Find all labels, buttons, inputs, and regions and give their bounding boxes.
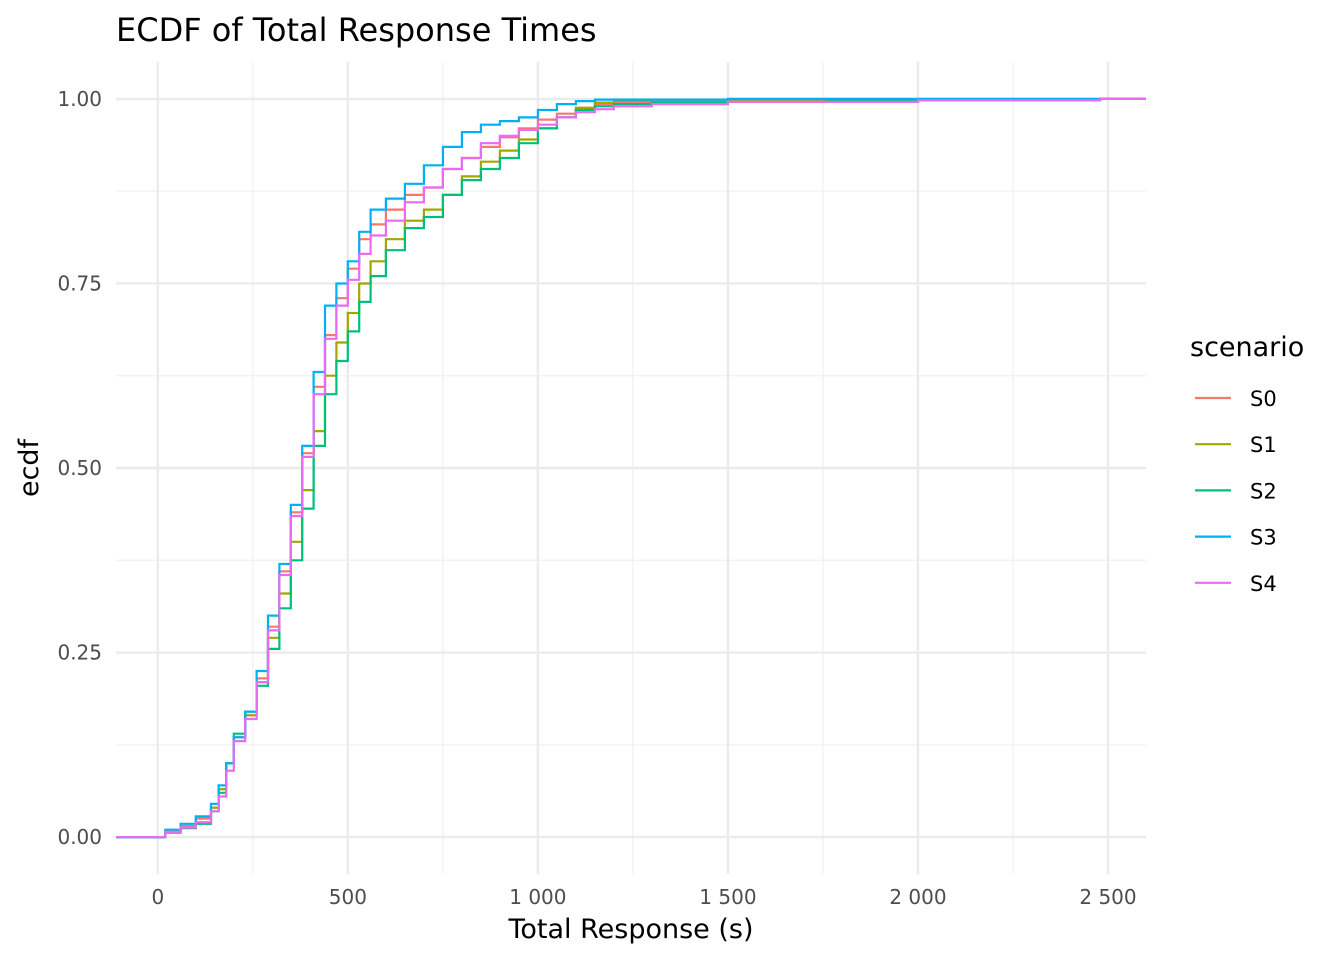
- grid: [116, 62, 1146, 874]
- x-tick-label: 1 500: [699, 885, 756, 909]
- legend-label-s3: S3: [1250, 526, 1277, 550]
- legend-label-s0: S0: [1250, 387, 1277, 411]
- legend-label-s2: S2: [1250, 479, 1277, 503]
- x-tick-label: 1 000: [509, 885, 566, 909]
- y-tick-label: 0.75: [57, 271, 102, 295]
- legend: scenario S0 S1 S2 S3 S4: [1190, 332, 1304, 596]
- y-tick-label: 0.00: [57, 825, 102, 849]
- legend-label-s1: S1: [1250, 433, 1277, 457]
- x-tick-label: 500: [329, 885, 367, 909]
- legend-title: scenario: [1190, 332, 1304, 363]
- y-axis-ticks: 0.00 0.25 0.50 0.75 1.00: [57, 87, 102, 849]
- y-axis-title: ecdf: [14, 437, 45, 497]
- x-axis-title: Total Response (s): [507, 914, 753, 945]
- x-tick-label: 2 000: [889, 885, 946, 909]
- series-line-s4: [116, 97, 1146, 839]
- chart-title: ECDF of Total Response Times: [116, 11, 597, 49]
- series-lines: [116, 97, 1146, 839]
- x-axis-ticks: 0 500 1 000 1 500 2 000 2 500: [151, 885, 1136, 909]
- y-tick-label: 0.25: [57, 641, 102, 665]
- y-tick-label: 0.50: [57, 456, 102, 480]
- series-line-s3: [116, 97, 1146, 839]
- x-tick-label: 0: [151, 885, 164, 909]
- x-tick-label: 2 500: [1079, 885, 1136, 909]
- legend-label-s4: S4: [1250, 572, 1277, 596]
- y-tick-label: 1.00: [57, 87, 102, 111]
